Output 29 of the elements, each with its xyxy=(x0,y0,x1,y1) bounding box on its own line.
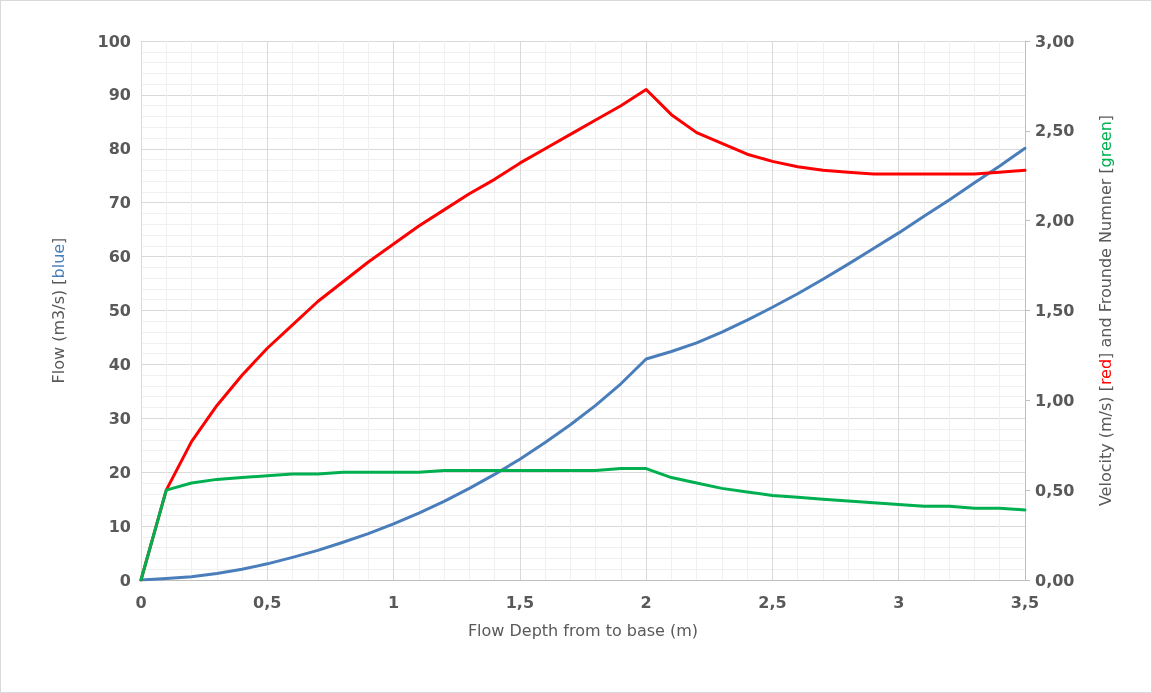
y-tick-label: 30 xyxy=(108,408,131,428)
y-tick-label: 100 xyxy=(97,31,131,51)
y-tick-label: 60 xyxy=(108,247,131,267)
y2-tick-label: 0,50 xyxy=(1035,480,1075,500)
y-tick-label: 80 xyxy=(108,139,131,159)
y2-tick-label: 2,50 xyxy=(1035,121,1075,141)
x-axis-title: Flow Depth from to base (m) xyxy=(467,620,699,640)
y-tick-label: 40 xyxy=(108,354,131,374)
y2-tick-label: 0,00 xyxy=(1035,570,1075,590)
y2-axis-title: Velocity (m/s) [red] and Frounde Numner [green] xyxy=(1095,114,1115,507)
x-tick-label: 0,5 xyxy=(253,592,282,612)
y-tick-label: 20 xyxy=(108,462,131,482)
y-axis-title: Flow (m3/s) [blue] xyxy=(48,237,68,384)
y-tick-label: 90 xyxy=(108,85,131,105)
y-tick-label: 50 xyxy=(108,301,131,320)
y-tick-label: 70 xyxy=(108,193,131,213)
y-tick-label: 0 xyxy=(119,570,131,590)
x-tick-label: 1,5 xyxy=(505,592,535,612)
x-tick-label: 0 xyxy=(135,592,147,612)
x-tick-label: 2 xyxy=(640,592,652,612)
x-tick-label: 1 xyxy=(388,592,400,612)
y2-tick-label: 1,00 xyxy=(1035,390,1075,410)
y-tick-label: 10 xyxy=(108,516,131,536)
y2-tick-label: 3,00 xyxy=(1035,31,1075,51)
x-tick-label: 2,5 xyxy=(758,592,787,612)
x-tick-label: 3,5 xyxy=(1010,592,1040,612)
y2-tick-label: 2,00 xyxy=(1035,211,1075,231)
x-tick-label: 3 xyxy=(893,592,905,612)
y2-tick-label: 1,50 xyxy=(1035,301,1075,320)
